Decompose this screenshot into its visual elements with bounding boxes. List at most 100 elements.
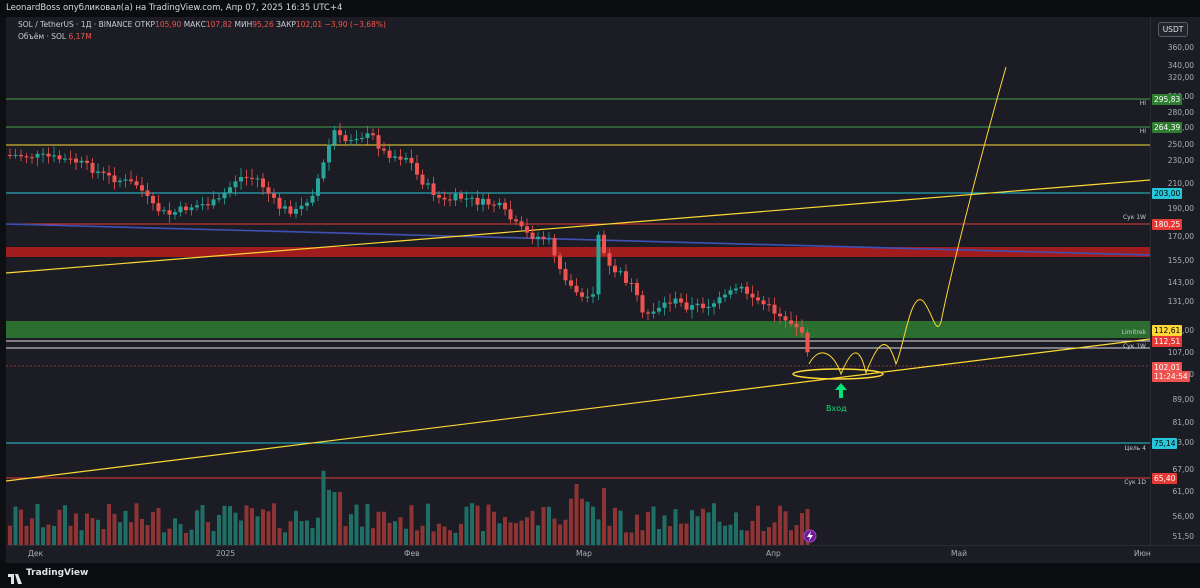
legend-close-label: ЗАКР bbox=[276, 20, 296, 29]
price-tick: 170,00 bbox=[1167, 232, 1194, 241]
candle-body bbox=[178, 206, 183, 213]
candle-body bbox=[475, 197, 480, 205]
volume-bar bbox=[327, 489, 331, 545]
volume-bar bbox=[393, 521, 397, 545]
volume-bar bbox=[46, 524, 51, 545]
price-axis[interactable]: 360,00340,00320,00300,00280,00265,00250,… bbox=[1150, 17, 1200, 545]
candle-body bbox=[767, 304, 771, 306]
trend-line-blue bbox=[6, 223, 1150, 256]
time-label: 2025 bbox=[216, 549, 236, 558]
volume-bar bbox=[657, 529, 661, 545]
candle-body bbox=[563, 269, 568, 281]
candle-body bbox=[651, 311, 656, 314]
price-badge: 112,51 bbox=[1152, 336, 1183, 347]
volume-bar bbox=[536, 525, 540, 545]
candle-body bbox=[426, 183, 430, 185]
volume-bar bbox=[310, 528, 315, 545]
price-tick: 340,00 bbox=[1167, 61, 1194, 70]
entry-ellipse bbox=[792, 368, 884, 380]
volume-bar bbox=[640, 530, 645, 545]
candle-body bbox=[156, 203, 161, 212]
volume-bar bbox=[266, 511, 271, 545]
level-label: HI bbox=[1139, 100, 1146, 107]
candle-body bbox=[63, 158, 67, 160]
candle-body bbox=[151, 195, 155, 204]
candle-body bbox=[365, 133, 370, 138]
candle-body bbox=[118, 180, 122, 183]
currency-button[interactable]: USDT bbox=[1158, 22, 1188, 37]
volume-bar bbox=[316, 517, 320, 545]
legend-symbol: SOL / TetherUS · 1Д · BINANCE bbox=[18, 20, 133, 29]
time-label: Май bbox=[951, 549, 967, 558]
volume-bar bbox=[398, 517, 403, 545]
candle-body bbox=[96, 171, 100, 173]
candle-body bbox=[360, 137, 364, 139]
candle-body bbox=[387, 150, 392, 158]
candle-body bbox=[288, 206, 293, 214]
volume-bar bbox=[497, 523, 502, 545]
volume-bar bbox=[112, 513, 117, 545]
price-tick: 56,00 bbox=[1172, 512, 1194, 521]
volume-bar bbox=[431, 531, 436, 545]
volume-bar bbox=[723, 525, 727, 545]
volume-bar bbox=[481, 531, 485, 545]
candle-body bbox=[728, 290, 733, 295]
candle-body bbox=[778, 313, 782, 317]
volume-bar bbox=[547, 506, 551, 545]
candle-body bbox=[558, 255, 562, 270]
candle-body bbox=[255, 178, 260, 180]
volume-bar bbox=[739, 530, 744, 545]
candle-body bbox=[464, 198, 469, 200]
volume-bar bbox=[151, 512, 155, 545]
candle-body bbox=[750, 293, 755, 298]
volume-bar bbox=[635, 514, 639, 545]
candle-body bbox=[442, 197, 447, 200]
volume-bar bbox=[371, 528, 375, 545]
price-chart[interactable]: Вход bbox=[6, 17, 1150, 545]
volume-bar bbox=[222, 505, 227, 545]
candle-body bbox=[415, 163, 419, 175]
volume-bar bbox=[189, 529, 194, 545]
volume-bar bbox=[459, 523, 463, 545]
time-label: Апр bbox=[766, 549, 781, 558]
candle-body bbox=[519, 221, 524, 227]
legend-change: −3,90 (−3,68%) bbox=[324, 20, 386, 29]
candle-body bbox=[591, 294, 595, 297]
time-axis[interactable]: Дек 2025 Фев Мар Апр Май Июн bbox=[6, 545, 1200, 564]
volume-bar bbox=[134, 503, 139, 545]
candle-body bbox=[503, 202, 507, 210]
attribution-bar: LeonardBoss опубликовал(а) на TradingVie… bbox=[0, 0, 1200, 17]
legend-high: 107,82 bbox=[205, 20, 233, 29]
candle-body bbox=[701, 303, 705, 309]
volume-bar bbox=[13, 506, 18, 545]
bolt-glyph-icon bbox=[807, 531, 813, 541]
volume-bar bbox=[574, 484, 579, 545]
trend-line-upper bbox=[6, 179, 1150, 274]
legend-low-label: МИН bbox=[234, 20, 253, 29]
price-tick: 250,00 bbox=[1167, 140, 1194, 149]
price-tick: 107,00 bbox=[1167, 348, 1194, 357]
volume-bar bbox=[376, 511, 381, 545]
candle-body bbox=[756, 297, 760, 301]
volume-bar bbox=[41, 527, 45, 545]
time-label: Фев bbox=[404, 549, 420, 558]
volume-bar bbox=[690, 510, 694, 545]
price-tick: 51,50 bbox=[1172, 532, 1194, 541]
candle-body bbox=[24, 156, 29, 158]
candle-body bbox=[514, 219, 518, 222]
candle-body bbox=[783, 316, 788, 321]
candle-body bbox=[211, 199, 216, 206]
volume-bar bbox=[200, 505, 205, 545]
price-badge: 75,14 bbox=[1152, 438, 1178, 449]
chart-pane[interactable]: Вход SOL / TetherUS · 1Д · BINANCE ОТКР1… bbox=[6, 17, 1150, 545]
forecast-path bbox=[808, 66, 1007, 376]
candle-body bbox=[343, 135, 348, 142]
volume-bar bbox=[783, 511, 788, 545]
candle-body bbox=[723, 294, 727, 298]
candle-body bbox=[448, 199, 452, 201]
candle-body bbox=[19, 154, 23, 157]
trend-line-lower bbox=[6, 338, 1150, 482]
price-tick: 89,00 bbox=[1172, 395, 1194, 404]
candle-body bbox=[90, 162, 95, 173]
volume-bar bbox=[299, 521, 304, 545]
